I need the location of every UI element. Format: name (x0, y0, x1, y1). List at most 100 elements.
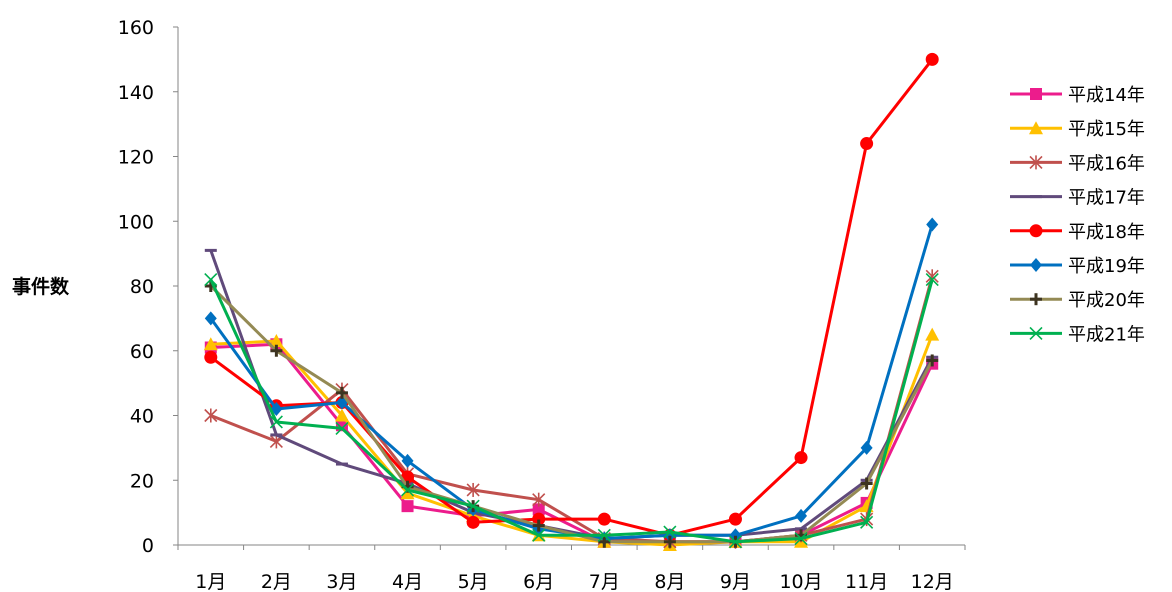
x-tick-label: 12月 (911, 571, 954, 592)
x-tick-label: 4月 (392, 571, 423, 592)
data-point (926, 217, 939, 232)
legend-label: 平成21年 (1068, 324, 1145, 345)
data-point (860, 440, 873, 455)
data-point (204, 408, 218, 423)
data-point (203, 337, 218, 351)
data-point (794, 531, 808, 546)
data-point (926, 354, 939, 367)
legend-marker (1030, 258, 1042, 272)
data-point (400, 483, 415, 497)
legend-marker (1029, 155, 1043, 170)
data-point (663, 535, 676, 548)
x-tick-label: 2月 (261, 571, 292, 592)
data-point (204, 272, 218, 287)
legend-item: 平成17年 (1010, 188, 1145, 209)
data-point (728, 512, 742, 526)
series-6 (204, 217, 939, 546)
y-tick-label: 60 (130, 341, 154, 363)
data-point (663, 525, 677, 539)
series-1 (204, 338, 939, 548)
data-point (269, 415, 283, 429)
data-point (401, 500, 414, 513)
data-point (270, 344, 283, 357)
legend-label: 平成19年 (1068, 256, 1145, 277)
x-tick-label: 1月 (195, 571, 226, 592)
data-point (269, 334, 284, 348)
legend-item: 平成14年 (1010, 85, 1145, 106)
legend-label: 平成15年 (1068, 119, 1145, 140)
x-tick-label: 3月 (326, 571, 357, 592)
data-point (335, 386, 348, 399)
legend-item: 平成21年 (1010, 324, 1145, 345)
series-4 (204, 248, 939, 541)
legend-marker (1029, 326, 1043, 340)
data-point (204, 350, 218, 364)
data-point (466, 499, 480, 513)
legend-marker (1030, 293, 1042, 306)
legend-marker (1030, 88, 1042, 100)
data-point (532, 519, 545, 532)
y-tick-label: 40 (130, 406, 154, 428)
data-point (925, 272, 939, 287)
y-axis: 0 20 40 60 80 100 120 140 160 (118, 17, 179, 557)
series-line (209, 284, 934, 544)
data-point (598, 535, 611, 548)
data-point (466, 515, 480, 529)
data-point (532, 503, 545, 516)
series-line (209, 224, 934, 540)
x-tick-label: 11月 (845, 571, 888, 592)
legend-item: 平成18年 (1010, 222, 1145, 243)
legend-label: 平成18年 (1068, 222, 1145, 243)
x-tick-label: 6月 (523, 571, 554, 592)
data-point (860, 137, 874, 151)
y-axis-label: 事件数 (12, 275, 70, 298)
x-tick-label: 8月 (654, 571, 685, 592)
data-point (532, 528, 546, 542)
data-point (532, 512, 546, 526)
data-point (204, 311, 217, 326)
data-point (795, 508, 808, 523)
legend-item: 平成19年 (1010, 256, 1145, 277)
y-tick-label: 0 (142, 535, 154, 557)
data-point (925, 327, 940, 341)
series-8 (204, 272, 939, 549)
y-tick-label: 120 (118, 147, 154, 169)
legend-item: 平成15年 (1010, 119, 1145, 140)
legend-marker (1029, 121, 1043, 135)
x-tick-label: 10月 (779, 571, 822, 592)
y-tick-label: 160 (118, 17, 154, 39)
series-line (209, 58, 934, 537)
data-point (860, 477, 873, 490)
data-point (334, 408, 349, 422)
data-point (925, 52, 939, 66)
legend-item: 平成16年 (1010, 153, 1145, 174)
y-tick-label: 80 (130, 276, 154, 298)
legend-label: 平成14年 (1068, 85, 1145, 106)
y-tick-label: 20 (130, 470, 154, 492)
series-line (209, 278, 934, 544)
data-point (401, 453, 414, 468)
data-point (532, 492, 546, 507)
series-5 (204, 52, 939, 542)
data-point (728, 535, 743, 549)
series-line (210, 275, 934, 544)
y-tick-label: 140 (118, 82, 154, 104)
data-point (597, 528, 611, 542)
x-tick-label: 5月 (458, 571, 489, 592)
x-tick-label: 9月 (720, 571, 751, 592)
data-point (335, 421, 349, 436)
y-tick-label: 100 (118, 211, 154, 233)
legend-item: 平成20年 (1010, 290, 1145, 311)
series-lines (203, 52, 940, 551)
legend-label: 平成20年 (1068, 290, 1145, 311)
legend-label: 平成16年 (1068, 153, 1145, 174)
legend-marker (1029, 224, 1043, 238)
series-line (210, 342, 934, 544)
data-point (860, 515, 874, 529)
series-line (209, 249, 934, 540)
x-axis: 1月 2月 3月 4月 5月 6月 7月 8月 9月 10月 11月 12月 (177, 544, 966, 592)
data-point (466, 482, 480, 497)
